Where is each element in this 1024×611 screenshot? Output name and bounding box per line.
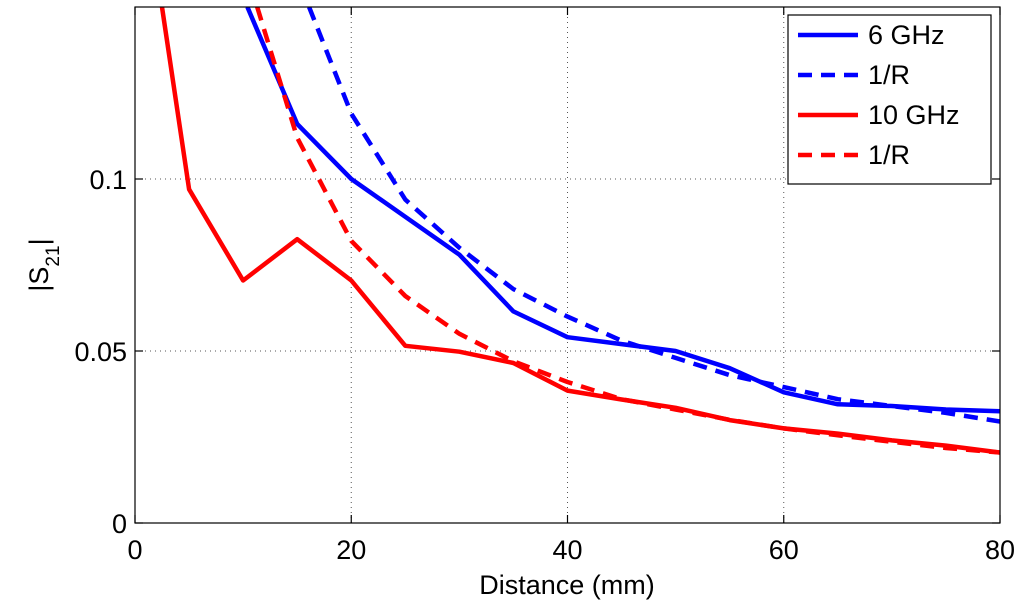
x-tick-label: 40: [552, 535, 582, 565]
y-tick-label: 0.05: [74, 337, 127, 367]
y-axis-label-end: |: [24, 238, 54, 245]
series-group: [159, 7, 1000, 455]
x-tick-label: 60: [769, 535, 799, 565]
x-axis-label: Distance (mm): [479, 570, 655, 600]
legend-label-2: 1/R: [868, 60, 910, 90]
y-tick-label: 0.1: [89, 165, 127, 195]
legend-label-3: 10 GHz: [868, 100, 960, 130]
y-axis-label-main: |S: [24, 267, 54, 292]
legend-label-4: 1/R: [868, 140, 910, 170]
series-line-4: [255, 7, 1000, 455]
legend-label-1: 6 GHz: [868, 20, 945, 50]
x-tick-label: 80: [985, 535, 1015, 565]
series-line-2: [307, 7, 1000, 424]
y-axis-label: |S21|: [24, 238, 64, 291]
legend: 6 GHz 1/R 10 GHz 1/R: [787, 14, 992, 185]
x-tick-label: 20: [336, 535, 366, 565]
x-tick-label: 0: [127, 535, 142, 565]
y-axis-label-subscript: 21: [43, 245, 64, 266]
y-tick-label: 0: [112, 509, 127, 539]
ticks: 0 20 40 60 80 0 0.05 0.1: [74, 7, 1015, 565]
